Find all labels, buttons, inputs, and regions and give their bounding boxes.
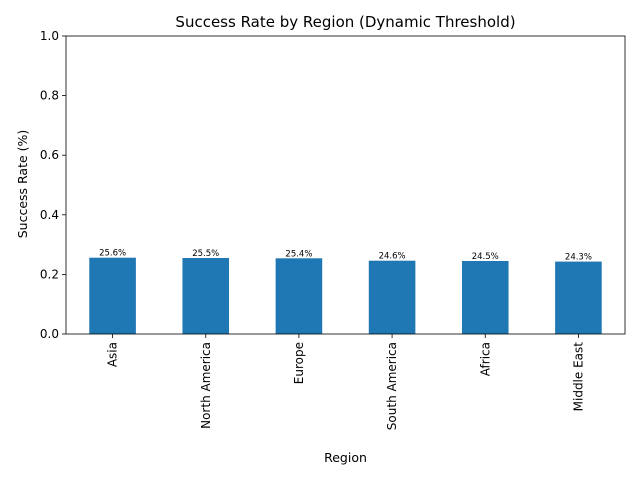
bar-north-america <box>182 258 230 334</box>
chart-title: Success Rate by Region (Dynamic Threshol… <box>175 13 515 31</box>
x-tick-label: Africa <box>478 342 492 376</box>
y-axis-ticks: 0.0 0.2 0.4 0.6 0.8 1.0 <box>40 29 66 341</box>
bar-middle-east <box>555 261 602 334</box>
y-tick-label: 0.0 <box>40 327 59 341</box>
x-tick-label: Europe <box>292 342 306 384</box>
y-tick-label: 0.4 <box>40 208 59 222</box>
x-axis-label: Region <box>324 450 367 465</box>
x-tick-label: Middle East <box>571 342 585 412</box>
x-tick-label: Asia <box>106 342 120 367</box>
plot-area-border <box>65 35 626 335</box>
y-tick-label: 0.8 <box>40 89 59 103</box>
bar-south-america <box>368 260 416 334</box>
bar-asia <box>89 257 136 334</box>
plot-frame <box>65 35 626 335</box>
y-tick-label: 0.6 <box>40 148 59 162</box>
x-tick-label: South America <box>385 342 399 430</box>
data-label: 24.6% <box>379 252 406 262</box>
x-tick-label: North America <box>199 342 213 429</box>
data-label: 24.5% <box>472 252 499 262</box>
x-axis-ticks: Asia North America Europe South America Afri… <box>106 334 585 430</box>
bars-group: 25.6% 25.5% 25.4% 24.6% 24.5% 24.3% <box>89 249 602 334</box>
y-axis-label: Success Rate (%) <box>15 130 30 239</box>
data-label: 25.5% <box>192 249 219 259</box>
data-label: 25.4% <box>285 249 312 259</box>
y-tick-label: 1.0 <box>40 29 59 43</box>
data-label: 25.6% <box>99 249 126 259</box>
bar-africa <box>461 260 509 334</box>
bar-europe <box>275 258 323 334</box>
y-tick-label: 0.2 <box>40 267 59 281</box>
data-label: 24.3% <box>565 253 592 263</box>
